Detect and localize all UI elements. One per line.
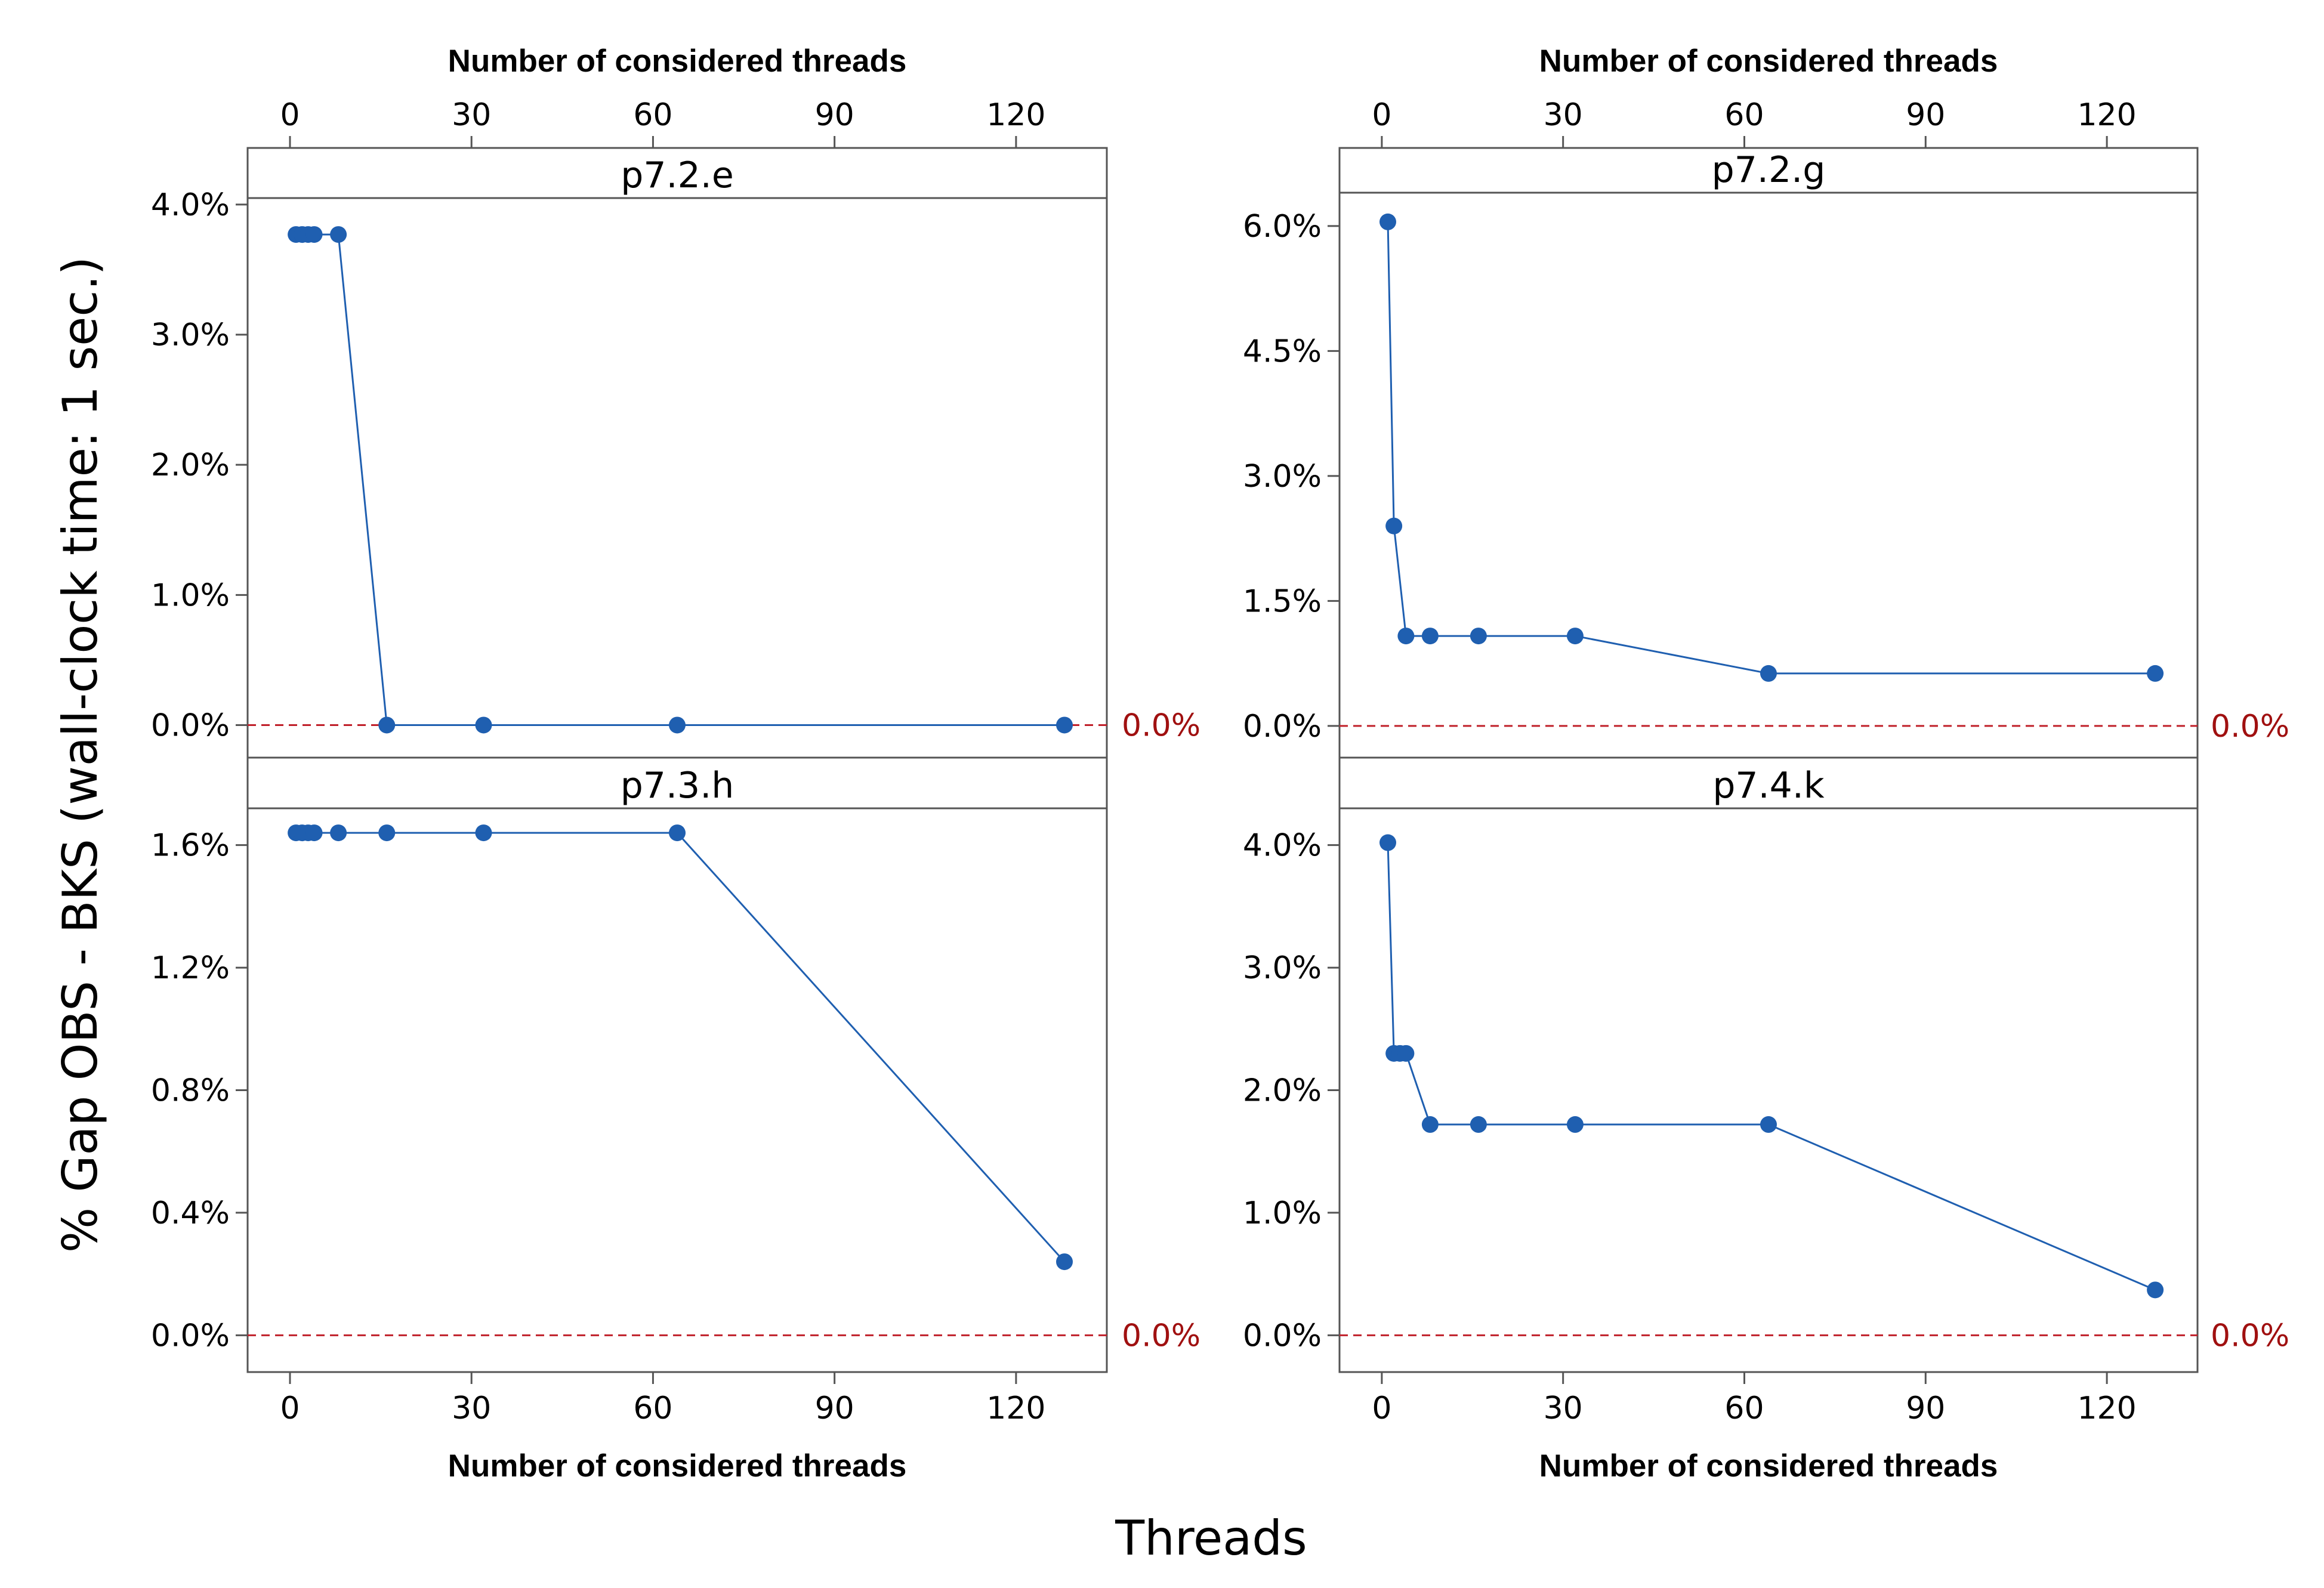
data-point — [1056, 1253, 1073, 1271]
x-axis-label-bottom: Number of considered threads — [1539, 1448, 1998, 1484]
x-tick-label: 30 — [1544, 97, 1583, 133]
series-line — [1387, 221, 2156, 675]
y-tick-label: 1.2% — [151, 950, 230, 986]
x-axis-label-top: Number of considered threads — [448, 44, 907, 79]
data-point — [1397, 628, 1415, 645]
data-point — [330, 824, 347, 842]
data-point — [1397, 1045, 1415, 1062]
reference-line-label: 0.0% — [1122, 1318, 1200, 1354]
y-tick-label: 4.5% — [1243, 333, 1322, 369]
reference-line-label: 0.0% — [2211, 1318, 2289, 1354]
panel-strip — [246, 756, 1108, 810]
x-tick-label: 60 — [1724, 1391, 1764, 1426]
y-tick-label: 0.4% — [151, 1195, 230, 1231]
x-tick-label: 0 — [1372, 1391, 1391, 1426]
x-tick-label: 60 — [633, 97, 672, 133]
data-point — [1056, 716, 1073, 734]
data-point — [378, 824, 396, 842]
x-tick-label: 0 — [280, 97, 300, 133]
data-point — [1379, 834, 1397, 851]
y-tick-label: 3.0% — [1243, 950, 1322, 986]
data-point — [1470, 1116, 1487, 1133]
panel-p7-2-g: p7.2.g 0.0% 1.5% 3.0% 4.5% 6.0% 0 30 60 90 120 Numb… — [1243, 44, 2289, 759]
data-point — [1421, 628, 1439, 645]
y-tick-label: 0.0% — [151, 708, 230, 743]
data-point — [378, 716, 396, 734]
y-tick-label: 3.0% — [1243, 459, 1322, 495]
panel-strip — [1338, 147, 2199, 194]
data-point — [1385, 517, 1403, 535]
y-tick-label: 0.0% — [151, 1318, 230, 1354]
x-tick-label: 90 — [815, 1391, 854, 1426]
data-point — [2147, 665, 2164, 682]
data-point — [669, 716, 686, 734]
x-tick-label: 60 — [1724, 97, 1764, 133]
data-point — [1760, 665, 1777, 682]
data-point — [305, 226, 323, 243]
data-point — [1421, 1116, 1439, 1133]
data-point — [1760, 1116, 1777, 1133]
data-point — [1566, 628, 1584, 645]
data-point — [1566, 1116, 1584, 1133]
x-axis-title: Threads — [1115, 1510, 1307, 1566]
x-axis-label-top: Number of considered threads — [1539, 44, 1998, 79]
data-point — [475, 824, 492, 842]
panels-container: p7.2.e 0.0% 1.0% 2.0% 3.0% 4.0% 0 30 60 90 120 Numb… — [151, 44, 2289, 1484]
panel-title: p7.2.e — [621, 155, 734, 196]
data-point — [1379, 213, 1397, 230]
x-tick-label: 0 — [280, 1391, 300, 1426]
x-tick-label: 120 — [2077, 97, 2136, 133]
x-tick-label: 120 — [2077, 1391, 2136, 1426]
data-point — [475, 716, 492, 734]
reference-line-label: 0.0% — [2211, 709, 2289, 744]
y-tick-label: 6.0% — [1243, 209, 1322, 245]
y-tick-label: 4.0% — [151, 187, 230, 223]
x-tick-label: 60 — [633, 1391, 672, 1426]
data-point — [330, 226, 347, 243]
x-tick-label: 120 — [986, 97, 1045, 133]
y-tick-label: 1.0% — [151, 577, 230, 613]
x-tick-label: 90 — [1906, 97, 1945, 133]
panel-p7-2-e: p7.2.e 0.0% 1.0% 2.0% 3.0% 4.0% 0 30 60 90 120 Numb… — [151, 44, 1200, 759]
x-tick-label: 30 — [452, 97, 491, 133]
x-axis-label-bottom: Number of considered threads — [448, 1448, 907, 1484]
x-tick-label: 90 — [1906, 1391, 1945, 1426]
x-tick-label: 120 — [986, 1391, 1045, 1426]
y-tick-label: 1.5% — [1243, 583, 1322, 619]
reference-line-label: 0.0% — [1122, 708, 1200, 743]
data-point — [1470, 628, 1487, 645]
panel-title: p7.3.h — [621, 765, 734, 807]
panel-strip — [246, 147, 1108, 199]
y-tick-label: 2.0% — [151, 447, 230, 483]
x-tick-label: 0 — [1372, 97, 1391, 133]
y-tick-label: 4.0% — [1243, 828, 1322, 864]
y-tick-label: 0.8% — [151, 1073, 230, 1109]
panel-p7-3-h: p7.3.h 0.0% 0.4% 0.8% 1.2% 1.6% 0 30 60 90 120 Numb… — [151, 756, 1200, 1484]
y-tick-label: 2.0% — [1243, 1073, 1322, 1109]
panel-p7-4-k: p7.4.k 0.0% 1.0% 2.0% 3.0% 4.0% 0 30 60 90 120 Numb… — [1243, 756, 2289, 1484]
panel-title: p7.4.k — [1712, 765, 1825, 807]
x-tick-label: 90 — [815, 97, 854, 133]
y-axis-title: % Gap OBS - BKS (wall-clock time: 1 sec.… — [53, 257, 108, 1253]
y-tick-label: 0.0% — [1243, 709, 1322, 744]
y-tick-label: 1.6% — [151, 828, 230, 864]
panel-title: p7.2.g — [1712, 149, 1826, 191]
x-tick-label: 30 — [1544, 1391, 1583, 1426]
y-tick-label: 0.0% — [1243, 1318, 1322, 1354]
data-point — [2147, 1281, 2164, 1299]
y-tick-label: 3.0% — [151, 317, 230, 353]
data-point — [669, 824, 686, 842]
data-point — [305, 824, 323, 842]
y-tick-label: 1.0% — [1243, 1195, 1322, 1231]
x-tick-label: 30 — [452, 1391, 491, 1426]
